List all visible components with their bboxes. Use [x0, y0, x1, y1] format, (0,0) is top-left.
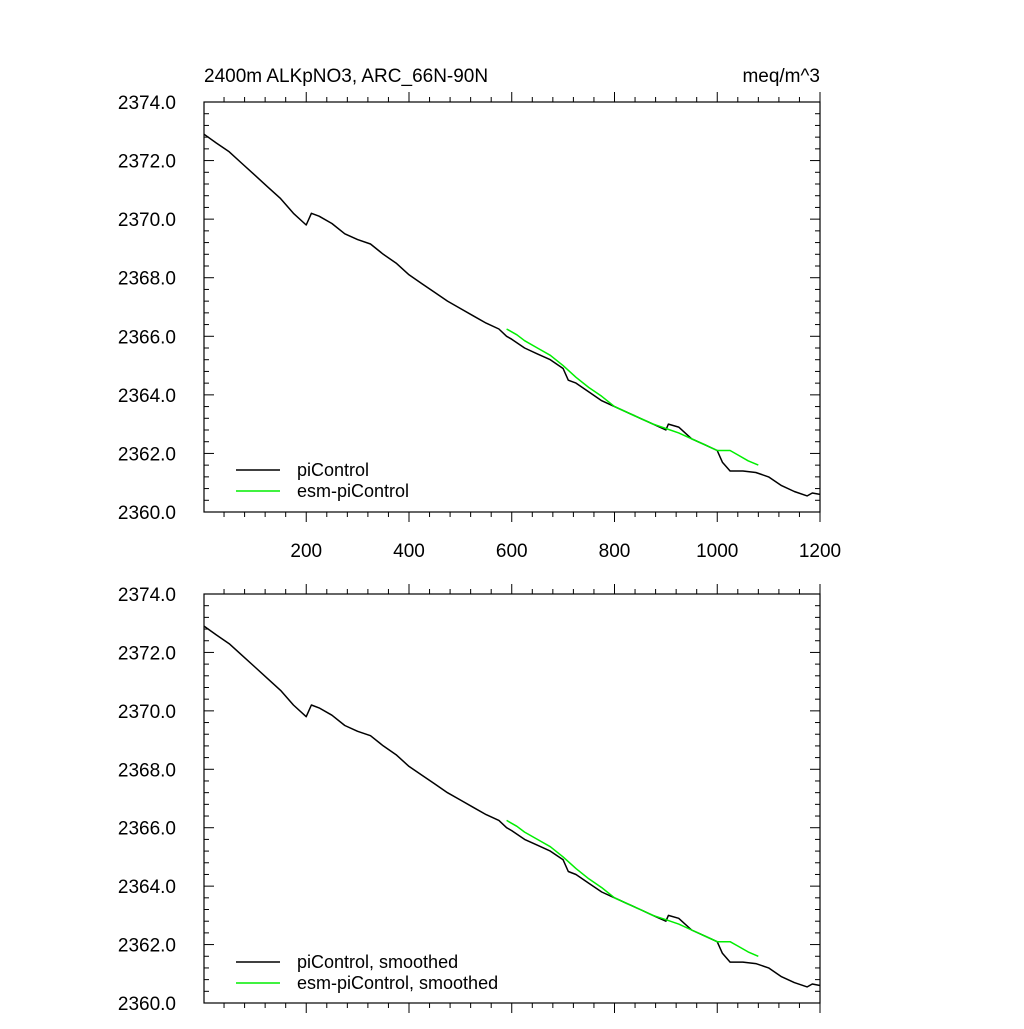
legend-label-picontrol: piControl: [297, 460, 369, 480]
y-tick-label: 2366.0: [118, 819, 176, 840]
y-tick-label: 2364.0: [118, 386, 176, 407]
y-tick-label: 2360.0: [118, 503, 176, 524]
series-picontrol-line: [203, 625, 821, 988]
y-tick-label: 2368.0: [118, 760, 176, 781]
series-esm-picontrol-line: [506, 328, 759, 466]
series-picontrol-line: [203, 133, 821, 497]
y-tick-label: 2372.0: [118, 643, 176, 664]
y-tick-label: 2370.0: [118, 702, 176, 723]
y-tick-label: 2364.0: [118, 877, 176, 898]
plot-area: 2360.0 2362.0 2364.0 2366.0 2368.0 2370.0 2372…: [118, 92, 841, 562]
legend-label-picontrol-smoothed: piControl, smoothed: [297, 952, 458, 972]
units-label: meq/m^3: [742, 66, 820, 87]
y-tick-label: 2366.0: [118, 327, 176, 348]
x-tick-label: 800: [599, 541, 631, 562]
chart-title: 2400m ALKpNO3, ARC_66N-90N: [204, 66, 488, 87]
legend: piControl, smoothed esm-piControl, smoot…: [236, 952, 498, 993]
x-tick-label: 400: [393, 541, 425, 562]
y-tick-label: 2374.0: [118, 585, 176, 606]
y-tick-label: 2362.0: [118, 936, 176, 957]
x-tick-label: 600: [496, 541, 528, 562]
series-esm-picontrol-line: [506, 819, 759, 957]
y-tick-label: 2368.0: [118, 269, 176, 290]
plot-area: 2360.0 2362.0 2364.0 2366.0 2368.0 2370.0 2372…: [118, 584, 821, 1015]
legend-label-esm-picontrol-smoothed: esm-piControl, smoothed: [297, 973, 498, 993]
legend-label-esm-picontrol: esm-piControl: [297, 481, 409, 501]
y-tick-label: 2374.0: [118, 93, 176, 114]
bottom-panel: 2360.0 2362.0 2364.0 2366.0 2368.0 2370.0 2372…: [118, 584, 821, 1015]
top-panel: 2400m ALKpNO3, ARC_66N-90N meq/m^3 2360.…: [118, 66, 841, 562]
x-tick-label: 1000: [696, 541, 738, 562]
y-tick-label: 2360.0: [118, 994, 176, 1015]
y-tick-label: 2372.0: [118, 152, 176, 173]
x-tick-label: 200: [290, 541, 322, 562]
x-tick-label: 1200: [799, 541, 841, 562]
y-tick-label: 2362.0: [118, 444, 176, 465]
legend: piControl esm-piControl: [236, 460, 409, 501]
y-tick-label: 2370.0: [118, 210, 176, 231]
